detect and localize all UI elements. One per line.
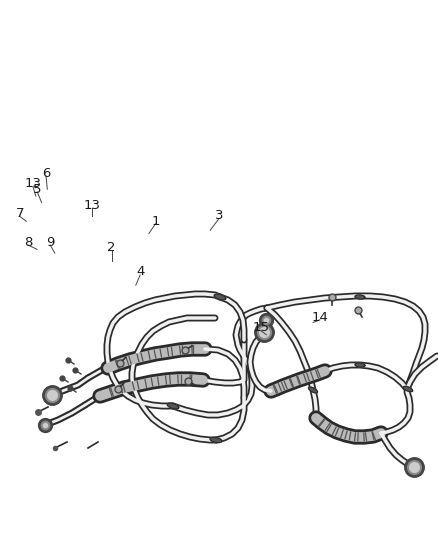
Polygon shape [355, 295, 365, 299]
Text: 9: 9 [46, 236, 55, 249]
Polygon shape [214, 294, 226, 300]
Text: 15: 15 [252, 321, 269, 334]
Text: 1: 1 [151, 215, 160, 228]
Polygon shape [355, 363, 365, 367]
Polygon shape [308, 387, 318, 393]
Text: 13: 13 [84, 199, 100, 212]
Text: 2: 2 [107, 241, 116, 254]
Text: 14: 14 [311, 311, 328, 324]
Text: 6: 6 [42, 167, 50, 180]
Text: 3: 3 [215, 209, 223, 222]
Text: 4: 4 [136, 265, 145, 278]
Polygon shape [403, 386, 413, 392]
Text: 13: 13 [25, 177, 41, 190]
Text: 8: 8 [24, 236, 33, 249]
Polygon shape [167, 403, 179, 409]
Polygon shape [210, 438, 222, 442]
Text: 7: 7 [15, 207, 24, 220]
Text: 5: 5 [33, 183, 42, 196]
